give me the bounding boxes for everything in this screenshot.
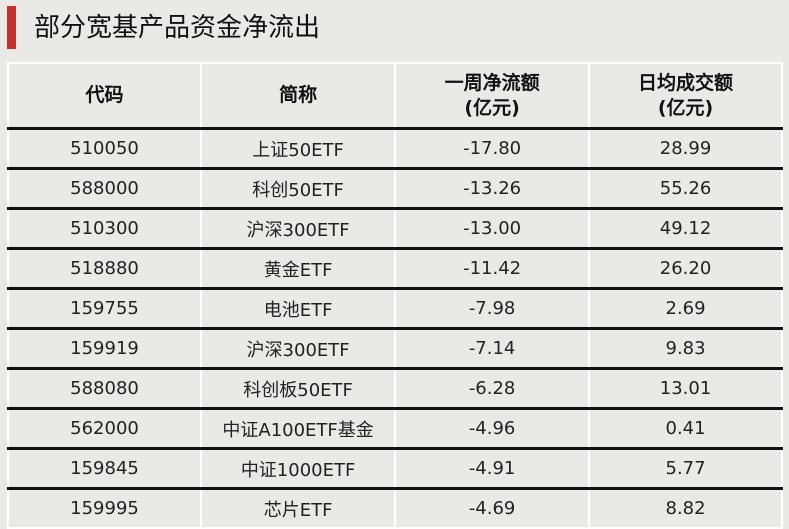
- table-row: 510300 沪深300ETF -13.00 49.12: [6, 208, 783, 250]
- table-cell: 2.69: [588, 288, 783, 330]
- table-row: 510050 上证50ETF -17.80 28.99: [6, 128, 783, 170]
- table-cell: 科创板50ETF: [200, 368, 397, 410]
- table-cell: 588000: [6, 168, 203, 210]
- table-cell: 沪深300ETF: [200, 328, 397, 370]
- table-cell: -4.69: [394, 488, 591, 528]
- table-cell: 沪深300ETF: [200, 208, 397, 250]
- table-cell: 中证A100ETF基金: [200, 408, 397, 450]
- table-cell: 588080: [6, 368, 203, 410]
- table-cell: 科创50ETF: [200, 168, 397, 210]
- table-cell: 8.82: [588, 488, 783, 528]
- table-row: 588000 科创50ETF -13.26 55.26: [6, 168, 783, 210]
- table-cell: 510050: [6, 128, 203, 170]
- table-cell: 49.12: [588, 208, 783, 250]
- table-row: 159919 沪深300ETF -7.14 9.83: [6, 328, 783, 370]
- outflow-table: 代码 简称 一周净流额 (亿元) 日均成交额 (亿元) 510050 上证50ETF -17.…: [6, 62, 783, 529]
- table-cell: 55.26: [588, 168, 783, 210]
- table-cell: 5.77: [588, 448, 783, 490]
- table-row: 562000 中证A100ETF基金 -4.96 0.41: [6, 408, 783, 450]
- table-row: 159755 电池ETF -7.98 2.69: [6, 288, 783, 330]
- table-cell: -17.80: [394, 128, 591, 170]
- table-cell: 510300: [6, 208, 203, 250]
- table-row: 159995 芯片ETF -4.69 8.82: [6, 488, 783, 528]
- table-cell: -13.26: [394, 168, 591, 210]
- table-cell: 159919: [6, 328, 203, 370]
- page-title: 部分宽基产品资金净流出: [34, 13, 321, 43]
- table-cell: -4.96: [394, 408, 591, 450]
- column-header: 一周净流额 (亿元): [394, 63, 591, 130]
- table-cell: -13.00: [394, 208, 591, 250]
- table-row: 159845 中证1000ETF -4.91 5.77: [6, 448, 783, 490]
- table-cell: 0.41: [588, 408, 783, 450]
- table-cell: 13.01: [588, 368, 783, 410]
- table-cell: -7.14: [394, 328, 591, 370]
- table-cell: 中证1000ETF: [200, 448, 397, 490]
- table-cell: 芯片ETF: [200, 488, 397, 528]
- table-cell: 518880: [6, 248, 203, 290]
- table-cell: 28.99: [588, 128, 783, 170]
- table-cell: 电池ETF: [200, 288, 397, 330]
- table-cell: 159755: [6, 288, 203, 330]
- table-cell: 26.20: [588, 248, 783, 290]
- column-header: 简称: [200, 63, 397, 130]
- table-cell: 159845: [6, 448, 203, 490]
- table-row: 518880 黄金ETF -11.42 26.20: [6, 248, 783, 290]
- table-cell: -6.28: [394, 368, 591, 410]
- table-cell: -4.91: [394, 448, 591, 490]
- column-header: 日均成交额 (亿元): [588, 63, 783, 130]
- table-cell: 562000: [6, 408, 203, 450]
- table-cell: 上证50ETF: [200, 128, 397, 170]
- table-cell: 159995: [6, 488, 203, 528]
- table-cell: 黄金ETF: [200, 248, 397, 290]
- table-cell: -7.98: [394, 288, 591, 330]
- table-cell: -11.42: [394, 248, 591, 290]
- title-accent-bar: [7, 6, 16, 49]
- column-header: 代码: [6, 63, 203, 130]
- table-cell: 9.83: [588, 328, 783, 370]
- table-row: 588080 科创板50ETF -6.28 13.01: [6, 368, 783, 410]
